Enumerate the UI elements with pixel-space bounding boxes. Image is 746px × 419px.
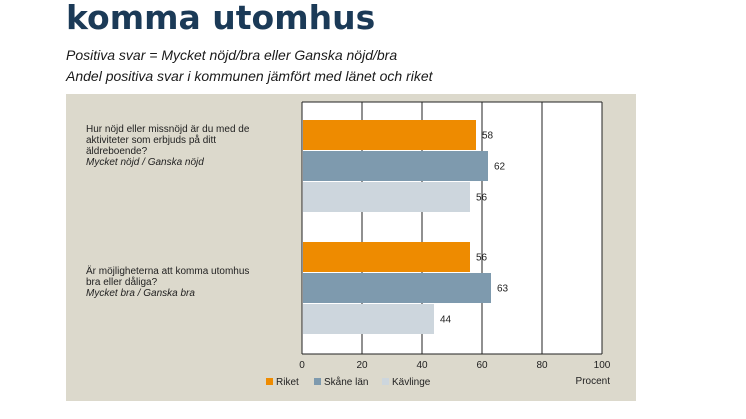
chart-title: komma utomhus <box>66 0 375 38</box>
question-label-line: äldreboende? <box>86 146 148 157</box>
legend-label: Skåne län <box>324 376 368 388</box>
bar-chart: 0 20 40 60 80 100 Procent 58 62 56 Hur nöjd eller … <box>86 101 611 388</box>
chart-subtitle-comparison: Andel positiva svar i kommunen jämfört m… <box>66 68 433 84</box>
x-tick-label: 60 <box>476 360 488 371</box>
bar-skåne-län <box>303 273 491 303</box>
question-label-line: Är möjligheterna att komma utomhus <box>86 265 249 277</box>
bar-riket <box>303 242 470 272</box>
bar-value-label: 62 <box>494 162 506 173</box>
legend-swatch <box>266 378 273 385</box>
legend-swatch <box>314 378 321 385</box>
legend-label: Kävlinge <box>392 377 431 388</box>
bar-value-label: 56 <box>476 253 488 264</box>
bar-value-label: 58 <box>482 131 494 142</box>
question-label-line: aktiviteter som erbjuds på ditt <box>86 134 216 146</box>
question-label-line: Hur nöjd eller missnöjd är du med de <box>86 124 250 135</box>
legend-swatch <box>382 378 389 385</box>
x-tick-label: 100 <box>594 360 611 371</box>
x-axis-label: Procent <box>576 376 611 387</box>
x-tick-label: 80 <box>536 360 548 371</box>
bar-kävlinge <box>303 182 470 212</box>
bar-value-label: 56 <box>476 193 488 204</box>
chart-title-text: komma utomhus <box>66 0 376 37</box>
question-label-line: bra eller dåliga? <box>86 276 158 288</box>
bar-riket <box>303 120 476 150</box>
question-answer-label: Mycket nöjd / Ganska nöjd <box>86 157 204 168</box>
legend-label: Riket <box>276 377 299 388</box>
bar-skåne-län <box>303 151 488 181</box>
x-tick-label: 20 <box>356 360 368 371</box>
bar-value-label: 63 <box>497 284 509 295</box>
x-tick-label: 40 <box>416 360 428 371</box>
x-tick-label: 0 <box>299 360 305 371</box>
question-answer-label: Mycket bra / Ganska bra <box>86 288 195 299</box>
bar-value-label: 44 <box>440 315 452 326</box>
chart-subtitle-definition: Positiva svar = Mycket nöjd/bra eller Ga… <box>66 47 398 63</box>
bar-kävlinge <box>303 304 434 334</box>
chart-panel: 0 20 40 60 80 100 Procent 58 62 56 Hur nöjd eller … <box>66 94 636 401</box>
